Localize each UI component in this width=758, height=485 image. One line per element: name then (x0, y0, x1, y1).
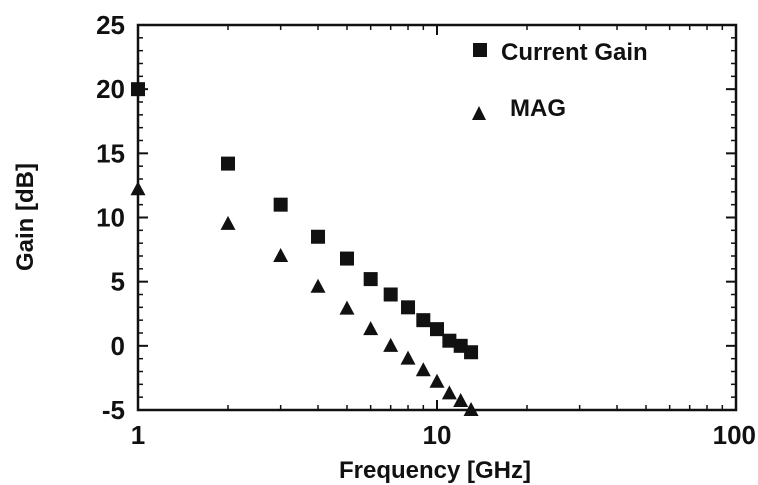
legend-marker-current-gain (473, 43, 487, 57)
y-tick-label: 5 (111, 267, 125, 297)
mag-point (453, 393, 469, 408)
y-tick-label: 0 (111, 331, 125, 361)
legend-marker-mag (472, 106, 486, 120)
current-gain-point (416, 313, 431, 328)
legend-label-current-gain: Current Gain (501, 39, 648, 66)
data-marks (130, 82, 479, 416)
mag-point (130, 181, 146, 196)
mag-point (363, 321, 379, 336)
current-gain-point (221, 156, 236, 171)
current-gain-point (401, 300, 416, 315)
y-axis-title: Gain [dB] (12, 163, 39, 271)
current-gain-point (383, 287, 398, 302)
mag-point (339, 300, 355, 315)
mag-point (463, 402, 479, 416)
current-gain-point (273, 197, 288, 212)
x-tick-label: 10 (423, 420, 452, 450)
current-gain-point (363, 272, 378, 287)
current-gain-point (131, 82, 145, 97)
x-axis-title: Frequency [GHz] (339, 457, 531, 484)
mag-point (383, 337, 399, 352)
mag-point (429, 373, 445, 388)
mag-point (400, 350, 416, 365)
legend: Current Gain MAG (472, 39, 648, 122)
y-tick-label: 25 (96, 10, 125, 40)
x-tick-label: 1 (131, 420, 145, 450)
mag-point (220, 215, 236, 230)
y-tick-label: 10 (96, 203, 125, 233)
current-gain-point (430, 322, 444, 337)
current-gain-point (464, 345, 479, 360)
mag-point (310, 278, 326, 293)
current-gain-point (442, 333, 457, 348)
y-tick-label: 15 (96, 138, 125, 168)
mag-point (441, 385, 457, 400)
y-tick-label: -5 (102, 395, 125, 425)
x-axis: 1 10 100 (131, 25, 756, 450)
y-axis: -5 0 5 10 15 20 25 (96, 10, 736, 425)
current-gain-point (339, 251, 354, 266)
x-tick-label: 100 (713, 420, 756, 450)
legend-label-mag: MAG (510, 95, 566, 122)
mag-point (415, 362, 431, 377)
y-tick-label: 20 (96, 74, 125, 104)
mag-point (273, 248, 289, 262)
current-gain-point (311, 229, 326, 244)
